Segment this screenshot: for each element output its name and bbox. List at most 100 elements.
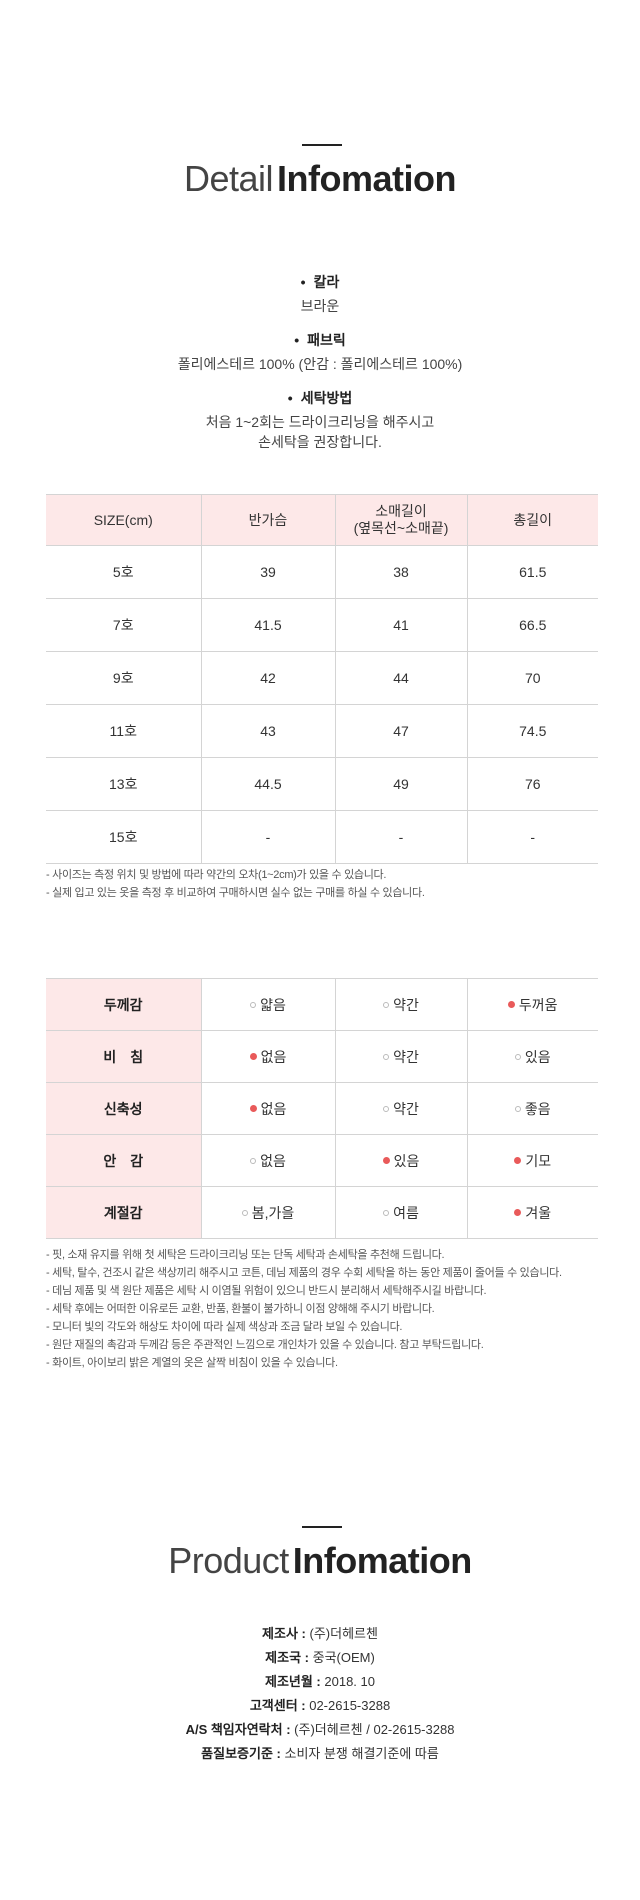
size-note: - 실제 입고 있는 옷을 측정 후 비교하여 구매하시면 실수 없는 구매를 … bbox=[46, 887, 425, 899]
unselected-dot-icon bbox=[241, 1209, 248, 1216]
product-info-row: A/S 책임자연락처 : (주)더헤르첸 / 02-2615-3288 bbox=[0, 1718, 640, 1742]
property-name: 두께감 bbox=[46, 978, 202, 1031]
unselected-dot-icon bbox=[383, 1053, 390, 1060]
selected-dot-icon bbox=[514, 1209, 522, 1216]
property-option-label: 약간 bbox=[393, 1100, 419, 1117]
unselected-dot-icon bbox=[514, 1053, 521, 1060]
table-row: 15호 - - - bbox=[46, 810, 598, 864]
unselected-dot-icon bbox=[250, 1001, 257, 1008]
product-info-value: (주)더헤르첸 bbox=[309, 1626, 378, 1641]
property-option-label: 있음 bbox=[393, 1152, 420, 1169]
product-info-row: 제조국 : 중국(OEM) bbox=[0, 1646, 640, 1670]
property-option: 있음 bbox=[334, 1134, 468, 1187]
table-row: 5호 39 38 61.5 bbox=[46, 545, 598, 599]
spec-washing: 세탁방법 처음 1~2회는 드라이크리닝을 해주시고 손세탁을 권장합니다. bbox=[0, 388, 640, 452]
sleeve-cell: 41 bbox=[334, 598, 468, 652]
care-note: - 핏, 소재 유지를 위해 첫 세탁은 드라이크리닝 또는 단독 세탁과 손세… bbox=[46, 1249, 445, 1261]
product-title-bold: Infomation bbox=[292, 1540, 472, 1581]
property-option: 없음 bbox=[200, 1082, 336, 1135]
property-option: 여름 bbox=[334, 1186, 468, 1239]
detail-title-light: Detail bbox=[183, 158, 274, 199]
product-info-value: (주)더헤르첸 / 02-2615-3288 bbox=[294, 1722, 455, 1737]
product-info-value: 중국(OEM) bbox=[312, 1650, 375, 1665]
size-header-length: 총길이 bbox=[466, 494, 598, 546]
property-option-label: 여름 bbox=[393, 1204, 419, 1221]
detail-title-bar bbox=[302, 144, 342, 146]
product-info: 제조사 : (주)더헤르첸 제조국 : 중국(OEM) 제조년월 : 2018.… bbox=[0, 1622, 640, 1766]
length-cell: 76 bbox=[466, 757, 598, 811]
sleeve-cell: 49 bbox=[334, 757, 468, 811]
unselected-dot-icon bbox=[383, 1209, 390, 1216]
property-option: 없음 bbox=[200, 1134, 336, 1187]
table-row: 11호 43 47 74.5 bbox=[46, 704, 598, 758]
selected-dot-icon bbox=[507, 1001, 515, 1008]
property-row: 안 감 없음 있음 기모 bbox=[46, 1134, 598, 1187]
product-title-bar bbox=[302, 1526, 342, 1528]
sleeve-cell: - bbox=[334, 810, 468, 864]
product-title-light: Product bbox=[168, 1540, 289, 1581]
size-cell: 11호 bbox=[46, 704, 202, 758]
care-note: - 세탁 후에는 어떠한 이유로든 교환, 반품, 환불이 불가하니 이점 양해… bbox=[46, 1303, 435, 1315]
care-note: - 세탁, 탈수, 건조시 같은 색상끼리 해주시고 코튼, 데님 제품의 경우… bbox=[46, 1267, 562, 1279]
care-notes: - 핏, 소재 유지를 위해 첫 세탁은 드라이크리닝 또는 단독 세탁과 손세… bbox=[46, 1246, 606, 1372]
product-info-key: 제조년월 : bbox=[264, 1674, 325, 1689]
property-option-label: 기모 bbox=[525, 1152, 552, 1169]
selected-dot-icon bbox=[514, 1157, 522, 1164]
property-option-label: 약간 bbox=[393, 996, 419, 1013]
property-row: 두께감 얇음 약간 두꺼움 bbox=[46, 978, 598, 1031]
size-header-size: SIZE(cm) bbox=[46, 494, 202, 546]
unselected-dot-icon bbox=[250, 1157, 257, 1164]
chest-cell: 44.5 bbox=[200, 757, 336, 811]
property-row: 신축성 없음 약간 좋음 bbox=[46, 1082, 598, 1135]
product-info-row: 고객센터 : 02-2615-3288 bbox=[0, 1694, 640, 1718]
spec-fabric-value: 폴리에스테르 100% (안감 : 폴리에스테르 100%) bbox=[177, 356, 463, 372]
property-option: 약간 bbox=[334, 1082, 468, 1135]
product-info-key: 제조사 : bbox=[262, 1626, 310, 1641]
chest-cell: - bbox=[200, 810, 336, 864]
spec-washing-line-1: 처음 1~2회는 드라이크리닝을 해주시고 bbox=[205, 414, 435, 430]
spec-washing-line-2: 손세탁을 권장합니다. bbox=[258, 434, 382, 450]
length-cell: 66.5 bbox=[466, 598, 598, 652]
property-option: 두꺼움 bbox=[466, 978, 598, 1031]
property-option-label: 봄,가을 bbox=[251, 1204, 295, 1221]
detail-title-bold: Infomation bbox=[277, 158, 457, 199]
selected-dot-icon bbox=[382, 1157, 390, 1164]
property-option: 있음 bbox=[466, 1030, 598, 1083]
property-option-label: 얇음 bbox=[260, 996, 286, 1013]
size-cell: 7호 bbox=[46, 598, 202, 652]
product-info-row: 제조사 : (주)더헤르첸 bbox=[0, 1622, 640, 1646]
size-cell: 13호 bbox=[46, 757, 202, 811]
product-info-key: 제조국 : bbox=[265, 1650, 313, 1665]
property-option-label: 좋음 bbox=[524, 1100, 551, 1117]
care-note: - 모니터 빛의 각도와 해상도 차이에 따라 실제 색상과 조금 달라 보일 … bbox=[46, 1321, 403, 1333]
property-name: 신축성 bbox=[46, 1082, 202, 1135]
size-header-chest: 반가슴 bbox=[200, 494, 336, 546]
chest-cell: 39 bbox=[200, 545, 336, 599]
property-option-label: 두꺼움 bbox=[518, 996, 558, 1013]
spec-color-label: 칼라 bbox=[0, 272, 640, 292]
property-option: 겨울 bbox=[466, 1186, 598, 1239]
selected-dot-icon bbox=[249, 1105, 257, 1112]
length-cell: 61.5 bbox=[466, 545, 598, 599]
property-option: 기모 bbox=[466, 1134, 598, 1187]
property-option: 얇음 bbox=[200, 978, 336, 1031]
property-table: 두께감 얇음 약간 두꺼움 비 침 없음 약간 있음 신축성 없음 약간 좋음 안 감 없음 있음 기모 계절감… bbox=[46, 978, 598, 1239]
care-note: - 화이트, 아이보리 밝은 계열의 옷은 살짝 비침이 있을 수 있습니다. bbox=[46, 1357, 338, 1369]
spec-fabric-label: 패브릭 bbox=[0, 330, 640, 350]
length-cell: 74.5 bbox=[466, 704, 598, 758]
property-name: 안 감 bbox=[46, 1134, 202, 1187]
chest-cell: 41.5 bbox=[200, 598, 336, 652]
sleeve-cell: 47 bbox=[334, 704, 468, 758]
care-note: - 데님 제품 및 색 원단 제품은 세탁 시 이염될 위험이 있으니 반드시 … bbox=[46, 1285, 487, 1297]
product-info-key: 품질보증기준 : bbox=[201, 1746, 285, 1761]
property-option-label: 있음 bbox=[524, 1048, 551, 1065]
property-option: 약간 bbox=[334, 978, 468, 1031]
product-info-key: A/S 책임자연락처 : bbox=[185, 1722, 295, 1737]
spec-fabric: 패브릭 폴리에스테르 100% (안감 : 폴리에스테르 100%) bbox=[0, 330, 640, 374]
unselected-dot-icon bbox=[383, 1001, 390, 1008]
selected-dot-icon bbox=[249, 1053, 257, 1060]
chest-cell: 42 bbox=[200, 651, 336, 705]
size-note: - 사이즈는 측정 위치 및 방법에 따라 약간의 오차(1~2cm)가 있을 … bbox=[46, 869, 387, 881]
size-notes: - 사이즈는 측정 위치 및 방법에 따라 약간의 오차(1~2cm)가 있을 … bbox=[46, 866, 606, 902]
size-header-sleeve: 소매길이 (옆목선~소매끝) bbox=[334, 494, 468, 546]
